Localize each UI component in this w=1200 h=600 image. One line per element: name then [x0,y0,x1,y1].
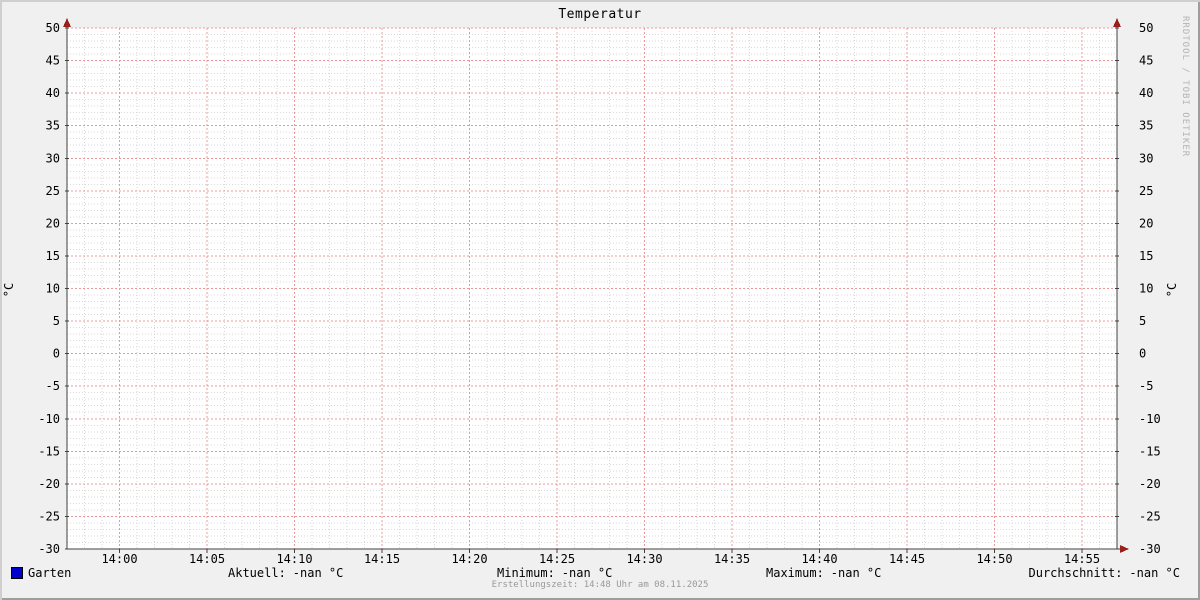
y-tick-label-left: 10 [46,282,60,296]
y-tick-label-left: -30 [38,542,60,556]
y-tick-label-left: -10 [38,412,60,426]
stat-durchschnitt-label: Durchschnitt: [1028,566,1123,580]
y-axis-unit-left: °C [2,282,16,298]
y-tick-label-left: 30 [46,151,60,165]
y-tick-label-right: 45 [1139,54,1153,68]
stat-minimum: Minimum: -nan °C [497,566,612,580]
legend-label-garten: Garten [28,566,72,580]
x-tick-label: 14:40 [801,552,837,566]
x-axis-arrow [1120,545,1129,553]
y-tick-label-right: 50 [1139,21,1153,35]
stat-maximum: Maximum: -nan °C [766,566,881,580]
x-tick-label: 14:45 [889,552,925,566]
y-tick-label-left: 0 [53,347,60,361]
stat-minimum-label: Minimum: [497,566,555,580]
x-tick-label: 14:20 [451,552,487,566]
stat-durchschnitt: Durchschnitt: -nan °C [1029,566,1181,580]
y-tick-label-right: -25 [1139,509,1161,523]
stat-aktuell-value: -nan °C [292,566,344,580]
y-tick-label-left: 15 [46,249,60,263]
x-tick-label: 14:10 [276,552,312,566]
x-tick-label: 14:05 [189,552,225,566]
y-tick-label-left: 20 [46,216,60,230]
creation-timestamp: Erstellungszeit: 14:48 Uhr am 08.11.2025 [491,580,709,590]
x-tick-label: 14:50 [976,552,1012,566]
y-tick-label-right: -15 [1139,444,1161,458]
x-tick-label: 14:35 [714,552,750,566]
rrdtool-watermark: RRDTOOL / TOBI OETIKER [1180,16,1190,158]
stat-durchschnitt-value: -nan °C [1129,566,1180,580]
y-tick-label-right: -10 [1139,412,1161,426]
y-tick-label-left: 45 [46,54,60,68]
x-tick-label: 14:15 [364,552,400,566]
y-tick-label-right: 30 [1139,151,1153,165]
y-tick-label-left: 5 [53,314,60,328]
y-tick-label-right: 0 [1139,347,1146,361]
y-axis-arrow-right [1113,18,1121,27]
y-tick-label-right: 35 [1139,119,1153,133]
y-tick-label-right: 15 [1139,249,1153,263]
y-axis-unit-right: °C [1165,282,1179,298]
y-tick-label-left: 50 [46,21,60,35]
x-tick-label: 14:25 [539,552,575,566]
y-tick-label-right: 5 [1139,314,1146,328]
x-tick-label: 14:00 [101,552,137,566]
y-tick-label-right: -5 [1139,379,1153,393]
x-tick-label: 14:30 [626,552,662,566]
chart-title: Temperatur [558,7,642,22]
stat-minimum-value: -nan °C [561,566,613,580]
y-tick-label-left: -15 [38,444,60,458]
y-tick-label-right: 25 [1139,184,1153,198]
y-tick-label-right: 20 [1139,216,1153,230]
y-tick-label-right: -20 [1139,477,1161,491]
legend-swatch-garten [11,567,23,579]
y-tick-label-right: 40 [1139,86,1153,100]
stat-maximum-value: -nan °C [830,566,882,580]
y-tick-label-right: 10 [1139,282,1153,296]
y-tick-label-left: 40 [46,86,60,100]
y-tick-label-left: -20 [38,477,60,491]
y-tick-label-left: 25 [46,184,60,198]
stat-aktuell-label: Aktuell: [228,566,286,580]
y-tick-label-left: -25 [38,509,60,523]
y-tick-label-right: -30 [1139,542,1161,556]
y-tick-label-left: 35 [46,119,60,133]
stat-maximum-label: Maximum: [766,566,824,580]
stat-aktuell: Aktuell: -nan °C [228,566,343,580]
y-axis-arrow-left [63,18,71,27]
x-tick-label: 14:55 [1064,552,1100,566]
y-tick-label-left: -5 [46,379,60,393]
